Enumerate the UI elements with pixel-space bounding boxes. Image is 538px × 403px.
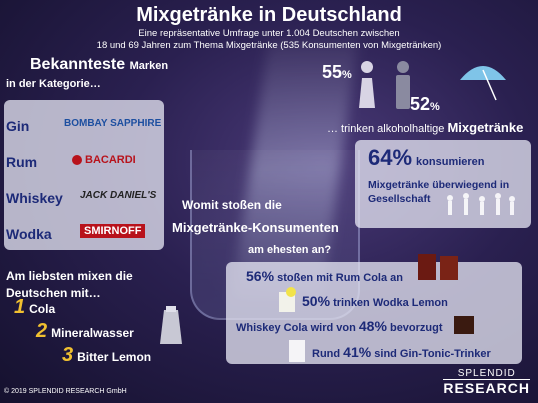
- answers-panel: [226, 262, 522, 364]
- brand-category-whiskey: Whiskey: [6, 190, 63, 206]
- social-panel: [355, 140, 531, 228]
- cocktail-shaker-icon: [160, 306, 182, 344]
- page-title: Mixgetränke in Deutschland: [136, 4, 402, 26]
- question-line1: Womit stoßen die: [182, 198, 282, 212]
- male-person-icon: [396, 61, 410, 109]
- answer-rum-cola: 56% stoßen mit Rum Cola an: [246, 268, 403, 284]
- mixed-drinks-caption: … trinken alkoholhaltige Mixgetränke: [327, 120, 524, 135]
- answer-wodka-lemon: 50% trinken Wodka Lemon: [302, 293, 448, 309]
- jack-daniels-logo: JACK DANIEL'S: [80, 190, 157, 201]
- mix-heading: Am liebsten mixen die Deutschen mit…: [6, 269, 133, 300]
- brands-heading: Bekannteste Marken: [30, 56, 169, 73]
- bombay-sapphire-logo: BOMBAY SAPPHIRE: [64, 118, 162, 129]
- party-people-icon: [447, 193, 515, 215]
- answer-gin-tonic: Rund 41% sind Gin-Tonic-Trinker: [312, 344, 491, 360]
- gin-tonic-drink-icon: [289, 340, 305, 362]
- mix-item-2: 2 Mineralwasser: [36, 320, 134, 342]
- bacardi-logo: BACARDI: [72, 154, 136, 166]
- brands-subheading: in der Kategorie…: [6, 78, 101, 90]
- bat-icon: [72, 155, 82, 166]
- wodka-lemon-drink-icon: [279, 287, 296, 312]
- female-stat: 55%: [322, 62, 352, 82]
- female-person-icon: [359, 61, 375, 108]
- page-subtitle: Eine repräsentative Umfrage unter 1.004 …: [96, 28, 442, 51]
- question-line2: Mixgetränke-Konsumenten: [172, 220, 339, 235]
- whiskey-cola-drink-icon: [454, 316, 474, 334]
- splendid-research-logo: SPLENDID RESEARCH: [443, 368, 530, 396]
- rum-cola-drink-icon: [418, 254, 458, 280]
- brand-category-gin: Gin: [6, 118, 30, 134]
- brand-category-wodka: Wodka: [6, 226, 52, 242]
- mix-item-1: 1 Cola: [14, 296, 56, 318]
- smirnoff-logo: SMIRNOFF: [80, 224, 146, 238]
- copyright-text: © 2019 SPLENDID RESEARCH GmbH: [4, 388, 127, 395]
- mix-item-3: 3 Bitter Lemon: [62, 344, 152, 366]
- answer-whiskey-cola: Whiskey Cola wird von 48% bevorzugt: [236, 318, 443, 334]
- question-line3: am ehesten an?: [248, 244, 332, 256]
- cocktail-umbrella-icon: [460, 66, 506, 101]
- social-stat: 64% konsumieren: [368, 145, 485, 170]
- male-stat: 52%: [410, 94, 440, 114]
- social-desc: Mixgetränke überwiegend in Gesellschaft: [368, 179, 510, 205]
- brand-category-rum: Rum: [6, 154, 38, 170]
